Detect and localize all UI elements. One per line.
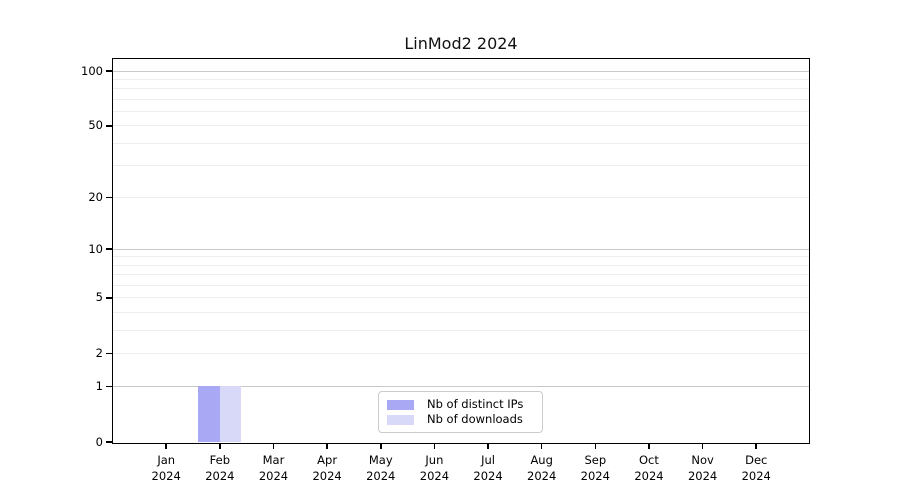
- gridline-7: [113, 274, 809, 276]
- gridline-8: [113, 264, 809, 266]
- y-tick-50: [105, 125, 112, 127]
- gridline-20: [113, 196, 809, 198]
- y-tick-10: [105, 248, 112, 250]
- legend-swatch-nb-of-distinct-ips: [387, 399, 414, 410]
- x-tick-jul-2024: [487, 443, 489, 449]
- x-tick-oct-2024: [648, 443, 650, 449]
- gridline-10: [113, 248, 809, 250]
- x-tick-label-nov-2024: Nov 2024: [667, 452, 739, 484]
- gridline-6: [113, 285, 809, 287]
- legend: Nb of distinct IPs Nb of downloads: [378, 391, 543, 433]
- x-tick-label-feb-2024: Feb 2024: [184, 452, 256, 484]
- x-tick-label-year: 2024: [741, 469, 771, 483]
- x-tick-label-month: Mar: [262, 453, 285, 467]
- y-tick-label-20: 20: [88, 189, 103, 204]
- x-tick-label-aug-2024: Aug 2024: [506, 452, 578, 484]
- gridline-5: [113, 297, 809, 299]
- x-tick-label-month: Aug: [530, 453, 553, 467]
- legend-item-nb-of-downloads: Nb of downloads: [387, 412, 534, 427]
- y-tick-5: [105, 297, 112, 299]
- x-tick-label-mar-2024: Mar 2024: [237, 452, 309, 484]
- gridline-30: [113, 165, 809, 167]
- plot-area: 0 1 2 5 10 20 50 100 Jan 2024 Feb 2024 Mar 2024 Apr 202…: [81, 58, 810, 483]
- x-tick-label-year: 2024: [366, 469, 396, 483]
- bar-nb-of-downloads-feb-2024: [219, 386, 242, 442]
- x-tick-jun-2024: [433, 443, 436, 449]
- gridline-4: [113, 312, 809, 314]
- gridline-50: [113, 125, 809, 127]
- legend-swatch-nb-of-downloads: [387, 414, 414, 425]
- legend-item-nb-of-distinct-ips: Nb of distinct IPs: [387, 397, 534, 412]
- gridline-2: [113, 353, 809, 355]
- x-tick-aug-2024: [540, 443, 543, 449]
- x-tick-label-apr-2024: Apr 2024: [291, 452, 363, 484]
- gridline-90: [113, 78, 809, 80]
- x-tick-label-year: 2024: [527, 469, 557, 483]
- y-tick-100: [105, 70, 112, 72]
- x-tick-label-jan-2024: Jan 2024: [130, 452, 202, 484]
- x-tick-label-year: 2024: [473, 469, 503, 483]
- y-tick-20: [105, 196, 112, 198]
- y-tick-label-1: 1: [95, 378, 103, 393]
- x-tick-label-year: 2024: [687, 469, 718, 483]
- y-tick-label-10: 10: [88, 241, 103, 256]
- x-tick-label-year: 2024: [151, 469, 181, 483]
- x-tick-label-year: 2024: [419, 469, 450, 483]
- bar-nb-of-distinct-ips-feb-2024: [198, 386, 220, 442]
- x-tick-may-2024: [380, 443, 382, 449]
- x-tick-label-year: 2024: [258, 469, 289, 483]
- gridline-3: [113, 330, 809, 332]
- x-tick-label-month: Oct: [639, 453, 659, 467]
- x-tick-label-year: 2024: [580, 469, 610, 483]
- x-tick-mar-2024: [272, 443, 275, 449]
- gridline-60: [113, 111, 809, 113]
- x-tick-label-dec-2024: Dec 2024: [720, 452, 792, 484]
- x-tick-label-month: May: [368, 453, 393, 467]
- x-tick-label-month: Nov: [691, 453, 714, 467]
- x-tick-dec-2024: [755, 443, 757, 449]
- x-tick-label-year: 2024: [205, 469, 235, 483]
- x-tick-label-year: 2024: [634, 469, 664, 483]
- gridline-9: [113, 256, 809, 258]
- y-tick-label-50: 50: [88, 118, 103, 133]
- legend-label-nb-of-distinct-ips: Nb of distinct IPs: [427, 397, 524, 411]
- x-tick-label-may-2024: May 2024: [345, 452, 417, 484]
- gridline-40: [113, 142, 809, 144]
- y-tick-label-2: 2: [95, 346, 103, 361]
- gridline-80: [113, 88, 809, 90]
- y-tick-1: [105, 385, 112, 388]
- x-tick-label-month: Sep: [584, 453, 607, 467]
- x-tick-label-sep-2024: Sep 2024: [559, 452, 631, 484]
- x-tick-label-jul-2024: Jul 2024: [452, 452, 524, 484]
- x-tick-nov-2024: [701, 443, 704, 449]
- x-tick-label-month: Feb: [209, 453, 231, 467]
- legend-label-nb-of-downloads: Nb of downloads: [427, 412, 523, 426]
- x-tick-label-jun-2024: Jun 2024: [398, 452, 470, 484]
- y-tick-label-100: 100: [81, 63, 103, 78]
- x-tick-feb-2024: [219, 443, 221, 449]
- x-tick-label-month: Jul: [481, 453, 495, 467]
- y-tick-0: [105, 441, 112, 443]
- x-tick-label-month: Apr: [317, 453, 338, 467]
- x-tick-label-month: Jun: [425, 453, 444, 467]
- y-tick-label-0: 0: [95, 434, 103, 449]
- gridline-70: [113, 98, 809, 100]
- gridline-100: [113, 70, 809, 72]
- x-tick-jan-2024: [165, 443, 167, 449]
- x-tick-label-month: Jan: [157, 453, 176, 467]
- x-tick-label-month: Dec: [745, 453, 768, 467]
- x-tick-label-year: 2024: [312, 469, 342, 483]
- x-tick-label-oct-2024: Oct 2024: [613, 452, 685, 484]
- chart-title: LinMod2 2024: [404, 34, 518, 53]
- y-tick-2: [105, 352, 112, 355]
- x-tick-apr-2024: [326, 443, 328, 449]
- y-tick-label-5: 5: [95, 290, 103, 305]
- x-tick-sep-2024: [594, 443, 597, 449]
- gridline-1: [113, 385, 809, 387]
